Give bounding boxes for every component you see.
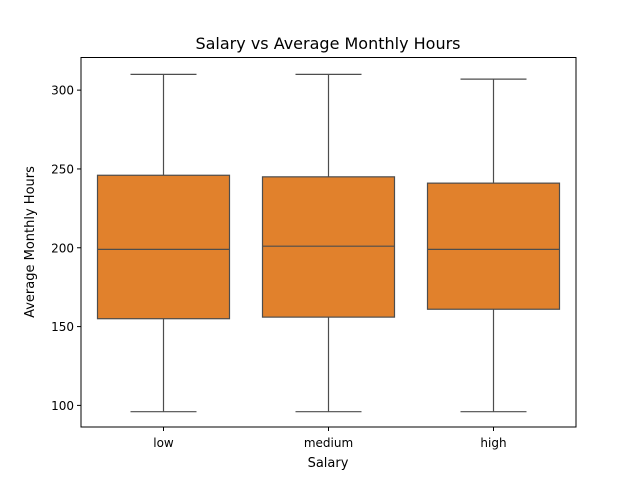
x-tick-label-low: low [153,436,174,450]
y-tick-label: 300 [51,84,74,98]
y-axis-label: Average Monthly Hours [23,166,38,318]
y-tick-label: 100 [51,399,74,413]
y-tick-label: 150 [51,320,74,334]
chart-title: Salary vs Average Monthly Hours [195,34,460,53]
iqr-box [426,182,561,310]
box-low [96,73,231,413]
y-tick-label: 200 [51,241,74,255]
y-tick-label: 250 [51,162,74,176]
x-axis-ticks: low medium high [153,427,507,450]
boxes-layer [96,73,561,413]
box-high [426,78,561,413]
x-tick-label-medium: medium [304,436,353,450]
x-axis-label: Salary [308,456,349,471]
iqr-box [261,176,396,318]
y-axis-ticks: 100 150 200 250 300 [51,84,81,413]
plot-frame [80,57,577,428]
box-medium [261,73,396,413]
x-tick-label-high: high [480,436,506,450]
iqr-box [96,174,231,320]
